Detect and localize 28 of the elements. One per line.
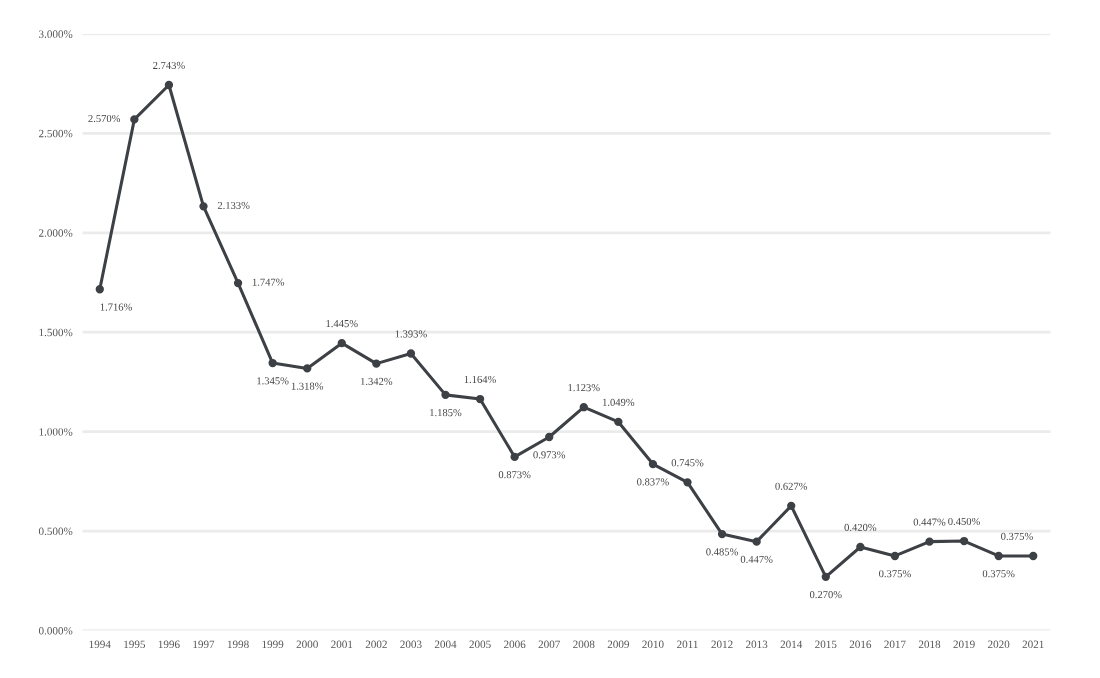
point [303, 364, 312, 373]
point [579, 403, 588, 412]
point [337, 338, 346, 348]
point [406, 349, 416, 358]
point [717, 529, 727, 539]
point [268, 358, 277, 368]
point [545, 432, 554, 442]
point [614, 417, 623, 427]
point [856, 542, 865, 552]
point [441, 390, 450, 400]
point [510, 452, 519, 462]
point [959, 536, 969, 546]
point [95, 285, 104, 294]
point [994, 551, 1003, 561]
point [164, 80, 174, 90]
point [787, 501, 796, 511]
point [233, 278, 243, 288]
point [752, 537, 761, 546]
point [890, 551, 900, 561]
point [925, 537, 934, 546]
point [475, 394, 485, 404]
point [683, 478, 692, 487]
point [1029, 551, 1038, 561]
point [372, 359, 381, 368]
point [130, 115, 139, 124]
point [648, 459, 658, 469]
point [199, 202, 208, 211]
point [821, 572, 830, 582]
